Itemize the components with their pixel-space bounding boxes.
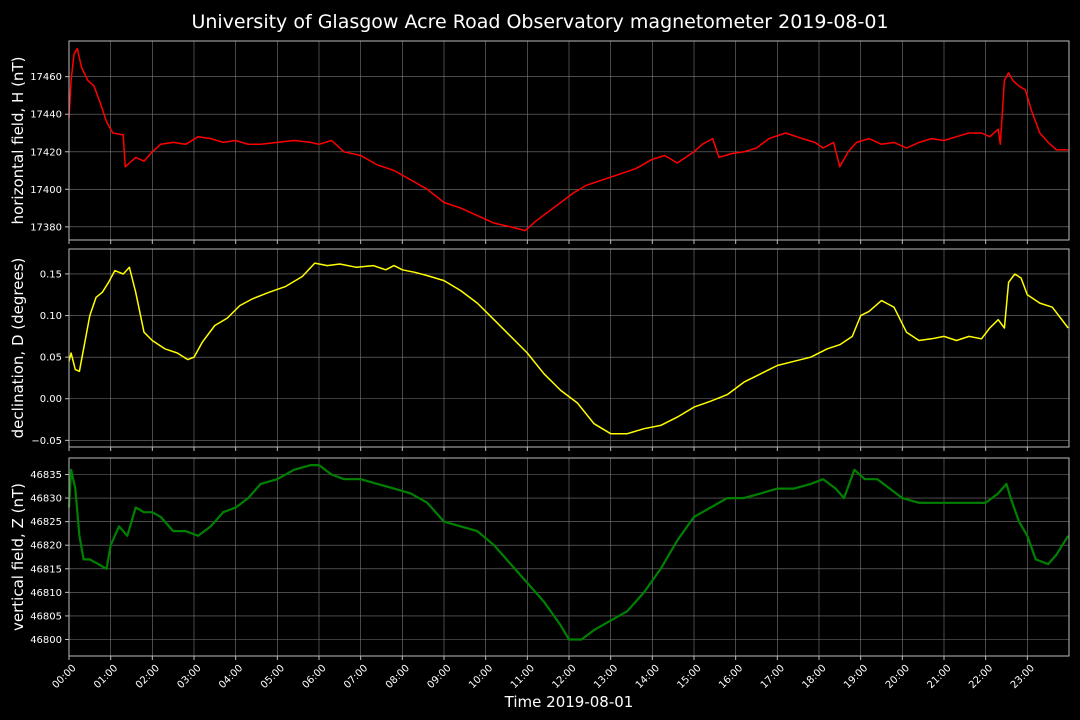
y-tick-label: 0.00 xyxy=(40,394,62,405)
y-tick-label: 17460 xyxy=(30,72,62,83)
y-tick-label: 46810 xyxy=(30,588,62,599)
chart-title: University of Glasgow Acre Road Observat… xyxy=(191,11,888,33)
y-tick-label: 46835 xyxy=(30,470,62,481)
plot-frame xyxy=(68,248,1070,448)
series-line-2 xyxy=(68,262,1069,435)
panel-2: −0.05 0.00 0.05 0.10 0.15 declination, D (deg… xyxy=(9,248,1070,451)
y-tick-label: 46830 xyxy=(30,494,62,505)
y-tick-label: 0.15 xyxy=(40,269,62,280)
series-line-1 xyxy=(68,47,1069,232)
plot-frame xyxy=(68,40,1070,241)
y-tick-label: 17440 xyxy=(30,110,62,121)
y-axis-label: declination, D (degrees) xyxy=(9,258,27,439)
y-tick-label: 0.05 xyxy=(40,353,62,364)
y-tick-label: 46825 xyxy=(30,517,62,528)
y-tick-label: 46805 xyxy=(30,611,62,622)
y-tick-label: 0.10 xyxy=(40,311,62,322)
y-tick-label: 17400 xyxy=(30,185,62,196)
y-tick-label: 46800 xyxy=(30,635,62,646)
y-tick-label: 46815 xyxy=(30,564,62,575)
y-tick-label: 17380 xyxy=(30,222,62,233)
series-line-3 xyxy=(67,464,1070,641)
y-tick-label: 46820 xyxy=(30,541,62,552)
y-axis-label: vertical field, Z (nT) xyxy=(9,483,27,631)
y-axis-label: horizontal field, H (nT) xyxy=(9,57,27,225)
y-tick-label: −0.05 xyxy=(31,436,62,447)
plot-frame xyxy=(68,457,1070,657)
x-axis-label: Time 2019-08-01 xyxy=(504,693,634,711)
y-tick-label: 17420 xyxy=(30,147,62,158)
